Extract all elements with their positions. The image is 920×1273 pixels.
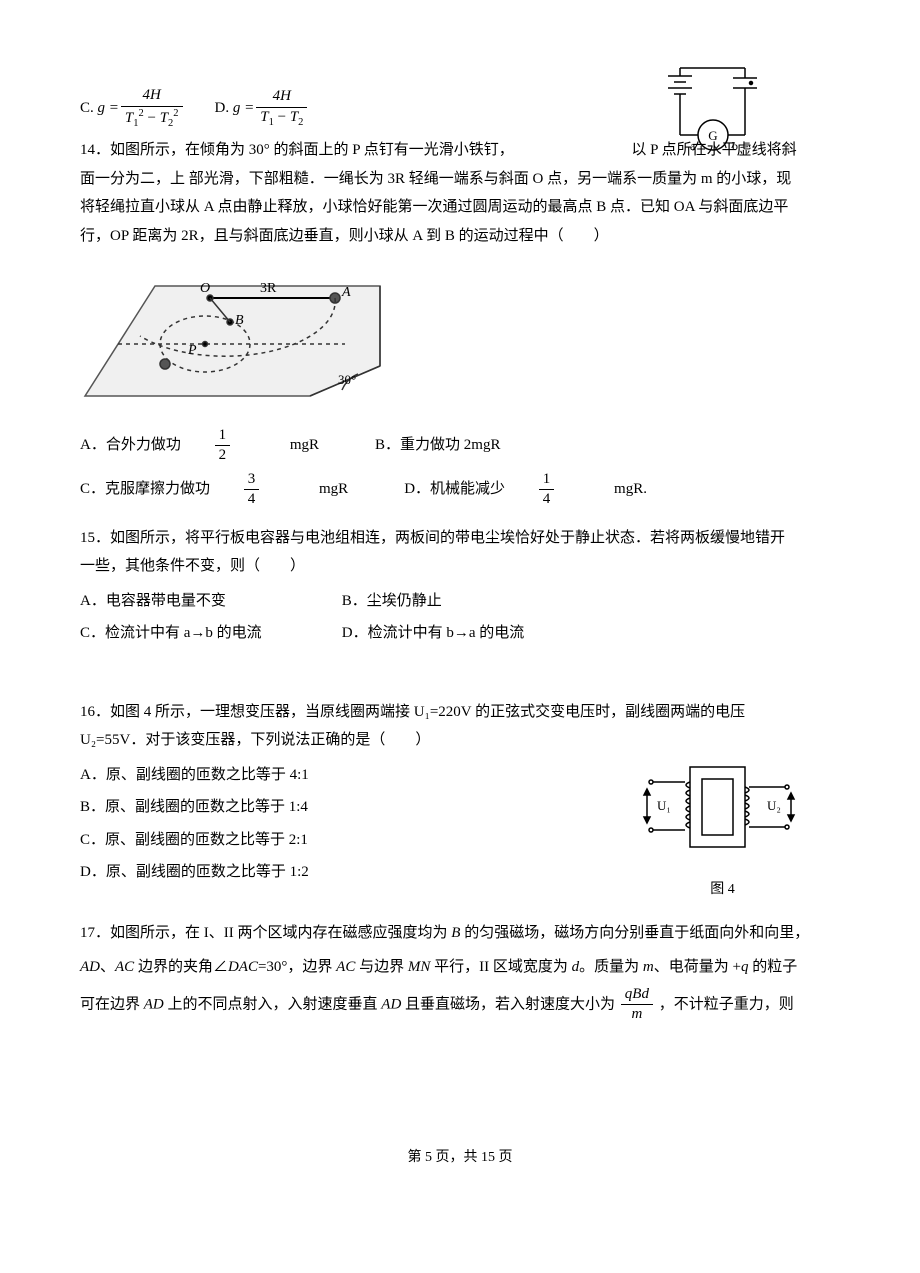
q16-figure: U₁ U₂ 图 4 [635,757,810,904]
q14-optA: A．合外力做功 12 mgR [80,426,347,466]
q17-number: 17． [80,925,110,941]
svg-text:U₂: U₂ [767,798,781,813]
q15-options-ab: A．电容器带电量不变 B．尘埃仍静止 [80,587,840,616]
q15-optD: D．检流计中有 b→a 的电流 [342,625,525,641]
page-footer: 第 5 页，共 15 页 [80,1145,840,1172]
node-b-label: b [732,139,738,153]
q15-stem: 15．如图所示，将平行板电容器与电池组相连，两板间的带电尘埃恰好处于静止状态．若… [80,524,840,581]
svg-text:B: B [235,313,244,328]
q13-optC-frac: 4H T12 − T22 [121,86,183,130]
q14-options-ab: A．合外力做功 12 mgR B．重力做功 2mgR [80,426,840,466]
svg-text:P: P [187,343,197,358]
q13-optD-label: D. [215,94,230,123]
q17-stem: 17．如图所示，在 I、II 两个区域内存在磁感应强度均为 B 的匀强磁场，磁场… [80,916,840,1025]
svg-text:3R: 3R [260,281,277,296]
svg-text:O: O [200,281,210,296]
q13-circuit-figure: G a b [650,60,780,166]
svg-text:30°: 30° [338,372,356,387]
q13-optD-lhs: g = [233,94,254,123]
q14-figure: O 3R A B P 30° [80,256,840,422]
q15-number: 15． [80,530,110,546]
q15-optA: A．电容器带电量不变 [80,587,310,616]
node-a-label: a [690,139,696,153]
svg-text:A: A [341,285,351,300]
q13-optC-lhs: g = [98,94,119,123]
q16-figure-caption: 图 4 [635,877,810,904]
q14-optD: D．机械能减少 14 mgR. [404,470,675,510]
q16-number: 16． [80,704,110,720]
q13-optC-label: C. [80,94,94,123]
q14-optC: C．克服摩擦力做功 34 mgR [80,470,376,510]
q13-optD-frac: 4H T1 − T2 [256,87,307,129]
q15-optB: B．尘埃仍静止 [342,593,442,609]
q14-optB: B．重力做功 2mgR [375,431,500,460]
q15-options-cd: C．检流计中有 a→b 的电流 D．检流计中有 b→a 的电流 [80,619,840,648]
q14-options-cd: C．克服摩擦力做功 34 mgR D．机械能减少 14 mgR. [80,470,840,510]
q16-stem: 16．如图 4 所示，一理想变压器，当原线圈两端接 U₁=220V 的正弦式交变… [80,698,840,755]
q17-velocity-frac: qBdm [621,985,653,1025]
svg-text:U₁: U₁ [657,798,671,813]
galvanometer-g-label: G [708,128,717,143]
q15-optC: C．检流计中有 a→b 的电流 [80,619,310,648]
q14-number: 14． [80,142,110,158]
